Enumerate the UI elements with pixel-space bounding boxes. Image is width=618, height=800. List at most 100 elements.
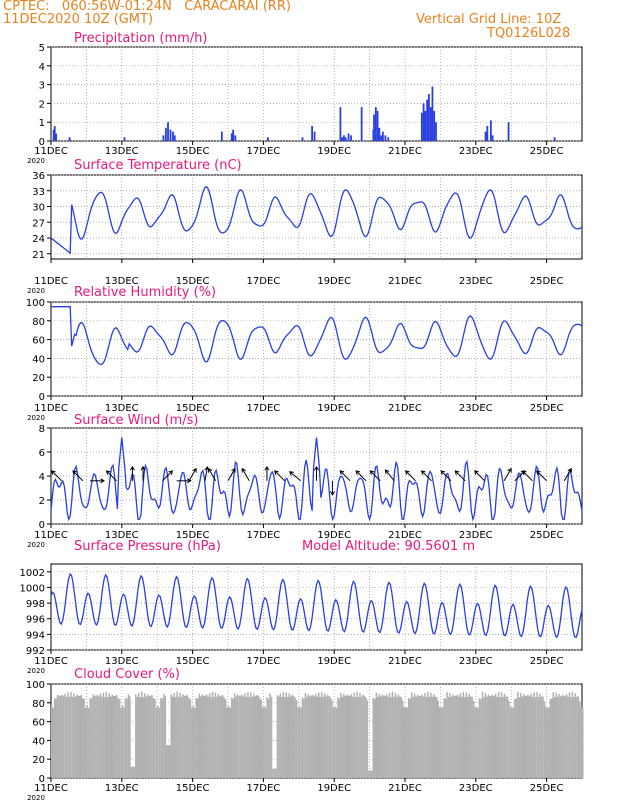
cloud-bar xyxy=(343,693,345,778)
wind-arrow-head xyxy=(329,491,335,496)
cloud-bar xyxy=(410,692,413,778)
cloud-bar xyxy=(315,693,317,778)
cloud-bar xyxy=(397,694,400,778)
cloud-bar xyxy=(562,695,565,778)
cloud-bar xyxy=(253,693,255,778)
cloud-bar xyxy=(548,707,550,778)
cloud-bar xyxy=(228,705,230,778)
cloud-bar xyxy=(506,696,509,778)
precip-bar xyxy=(169,129,172,141)
temp-ytick-label: 30 xyxy=(32,203,45,214)
cloud-bar xyxy=(250,692,252,778)
cloud-bar xyxy=(169,745,171,778)
cloud-bar xyxy=(323,693,326,778)
precip-bar xyxy=(431,86,434,141)
precip-bar xyxy=(374,107,377,141)
rh-xtick-label: 21DEC xyxy=(388,403,422,414)
cloud-bar xyxy=(229,707,231,778)
cloud-bar xyxy=(264,707,267,778)
wind-arrow xyxy=(405,470,416,482)
cloud-bar xyxy=(536,692,538,778)
precip-ytick-label: 1 xyxy=(39,118,45,129)
cloud-bar xyxy=(182,694,184,778)
cloud-bar xyxy=(368,770,370,778)
cloud-bar xyxy=(434,696,436,778)
cloud-bar xyxy=(456,694,459,778)
cloud-bar xyxy=(351,696,354,778)
cloud-bar xyxy=(289,696,292,778)
cloud-bar xyxy=(469,696,472,778)
cloud-bar xyxy=(316,696,318,778)
precip-xtick-label: 21DEC xyxy=(388,146,422,157)
cloud-bar xyxy=(394,692,397,778)
cloud-bar xyxy=(359,693,361,778)
cloud-bar xyxy=(431,696,434,778)
cloud-bar xyxy=(303,698,305,778)
cloud-bar xyxy=(124,698,127,778)
temp-xtick-label: 25DEC xyxy=(530,276,564,287)
cloud-bar xyxy=(230,697,233,778)
wind-arrow xyxy=(536,470,547,482)
cloud-bar xyxy=(579,701,581,778)
cloud-bar xyxy=(55,698,57,778)
cloud-bar xyxy=(400,697,403,778)
cloud-bar xyxy=(524,696,526,778)
press-xtick-label: 15DEC xyxy=(176,656,210,667)
cloud-bar xyxy=(86,704,88,778)
cloud-bar xyxy=(155,707,158,778)
cloud-bar xyxy=(79,695,81,778)
cloud-bar xyxy=(489,695,491,778)
wind-ytick-label: 2 xyxy=(39,496,45,507)
cloud-bar xyxy=(366,700,369,778)
cloud-bar xyxy=(322,697,324,778)
cloud-bar xyxy=(396,696,398,778)
cloud-bar xyxy=(564,696,566,778)
cloud-bar xyxy=(300,707,302,778)
cloud-bar xyxy=(437,700,439,778)
cloud-bar xyxy=(428,697,431,778)
cloud-bar xyxy=(391,691,394,778)
temp-xtick-label: 19DEC xyxy=(317,276,351,287)
press-xtick-label: 11DEC xyxy=(34,656,68,667)
cloud-bar xyxy=(310,695,313,778)
cloud-bar xyxy=(405,706,407,778)
temp-ytick-label: 36 xyxy=(32,171,45,182)
cloud-bar xyxy=(357,697,360,778)
wind-arrow xyxy=(503,468,512,482)
cloud-bar xyxy=(412,697,414,778)
precip-ytick-label: 3 xyxy=(39,81,45,92)
cloud-bar xyxy=(511,707,513,778)
wind-arrow-head xyxy=(274,470,279,475)
cloud-bar xyxy=(356,691,358,778)
precip-bar xyxy=(387,137,390,141)
cloud-bar xyxy=(115,694,118,778)
cloud-bar xyxy=(556,696,559,778)
cloud-bar xyxy=(266,697,268,778)
cloud-bar xyxy=(189,699,192,778)
cloud-bar xyxy=(573,697,575,778)
precip-xtick-label: 25DEC xyxy=(530,146,564,157)
cloud-bar xyxy=(180,696,183,778)
precip-bar xyxy=(162,135,165,141)
wind-arrow-head xyxy=(140,465,146,471)
cloud-bar xyxy=(313,696,316,778)
cloud-bar xyxy=(331,700,333,778)
cloud-bar xyxy=(260,699,262,778)
cloud-bar xyxy=(444,698,447,778)
precip-bar xyxy=(426,99,429,141)
cloud-bar xyxy=(514,698,516,778)
cloud-bar xyxy=(118,698,121,778)
wind-ytick-label: 8 xyxy=(39,424,45,435)
cloud-bar xyxy=(407,697,410,778)
cloud-xtick-label: 21DEC xyxy=(388,783,422,794)
cloud-bar xyxy=(537,697,540,778)
precip-bar xyxy=(55,133,58,141)
precip-bar xyxy=(435,122,437,141)
precip-bar xyxy=(484,131,487,141)
cloud-bar xyxy=(191,707,193,778)
press-xtick-label: 19DEC xyxy=(317,656,351,667)
cloud-ytick-label: 0 xyxy=(39,774,45,785)
precip-bar xyxy=(339,107,342,141)
cloud-bar xyxy=(344,696,347,778)
cloud-bar xyxy=(490,695,493,778)
